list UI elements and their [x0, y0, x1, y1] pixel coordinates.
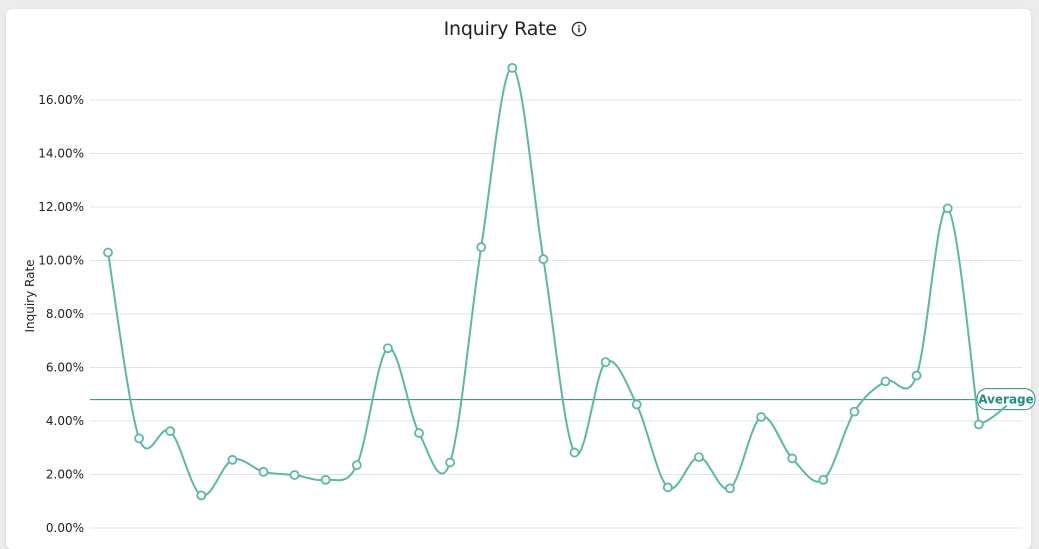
data-point[interactable] [445, 457, 456, 468]
y-tick-label: 4.00% [46, 414, 84, 428]
inquiry-rate-series-line [107, 66, 1008, 497]
y-tick-label: 16.00% [38, 93, 84, 107]
grid-lines [90, 99, 1022, 529]
data-point[interactable] [320, 474, 331, 485]
data-point[interactable] [507, 63, 518, 73]
y-tick-label: 2.00% [46, 468, 84, 482]
y-axis-title: Inquiry Rate [23, 259, 37, 332]
y-tick-label: 10.00% [38, 254, 84, 268]
line-chart: 0.00% 2.00% 4.00% 6.00% 8.00% 10.00% 12.00% 14.… [23, 63, 1036, 535]
y-axis-ticks: 0.00% 2.00% 4.00% 6.00% 8.00% 10.00% 12.00% 14.… [38, 93, 84, 535]
data-point[interactable] [662, 482, 673, 493]
data-point[interactable] [880, 376, 891, 387]
data-point[interactable] [787, 453, 798, 464]
data-point[interactable] [289, 470, 300, 480]
y-tick-label: 0.00% [46, 521, 84, 535]
info-icon[interactable] [571, 21, 587, 37]
data-points [103, 63, 984, 501]
data-point[interactable] [476, 242, 487, 253]
chart-title: Inquiry Rate [443, 18, 557, 40]
average-badge [976, 388, 1036, 411]
average-layer: Average [90, 388, 1036, 411]
y-tick-label: 12.00% [38, 200, 84, 214]
data-point[interactable] [725, 483, 735, 494]
data-point[interactable] [382, 343, 393, 354]
data-point[interactable] [103, 247, 113, 258]
data-point[interactable] [600, 357, 611, 368]
data-point[interactable] [351, 460, 362, 471]
y-tick-label: 14.00% [38, 147, 84, 161]
data-point[interactable] [196, 490, 207, 501]
data-point[interactable] [973, 419, 984, 430]
data-point[interactable] [258, 466, 269, 477]
data-point[interactable] [414, 428, 424, 438]
y-tick-label: 8.00% [46, 307, 84, 321]
data-point[interactable] [849, 406, 860, 417]
chart-card [6, 9, 1031, 549]
data-point[interactable] [942, 203, 953, 214]
y-tick-label: 6.00% [46, 361, 84, 375]
data-point[interactable] [911, 370, 922, 381]
data-point[interactable] [569, 447, 580, 458]
average-label: Average [978, 393, 1034, 407]
chart-header: Inquiry Rate [0, 18, 1031, 40]
data-point[interactable] [631, 399, 642, 410]
data-point[interactable] [538, 254, 549, 265]
data-point[interactable] [818, 474, 829, 485]
data-point[interactable] [165, 426, 176, 437]
data-point[interactable] [756, 412, 766, 422]
data-point[interactable] [694, 452, 704, 463]
data-point[interactable] [134, 433, 145, 444]
data-point[interactable] [227, 454, 238, 465]
